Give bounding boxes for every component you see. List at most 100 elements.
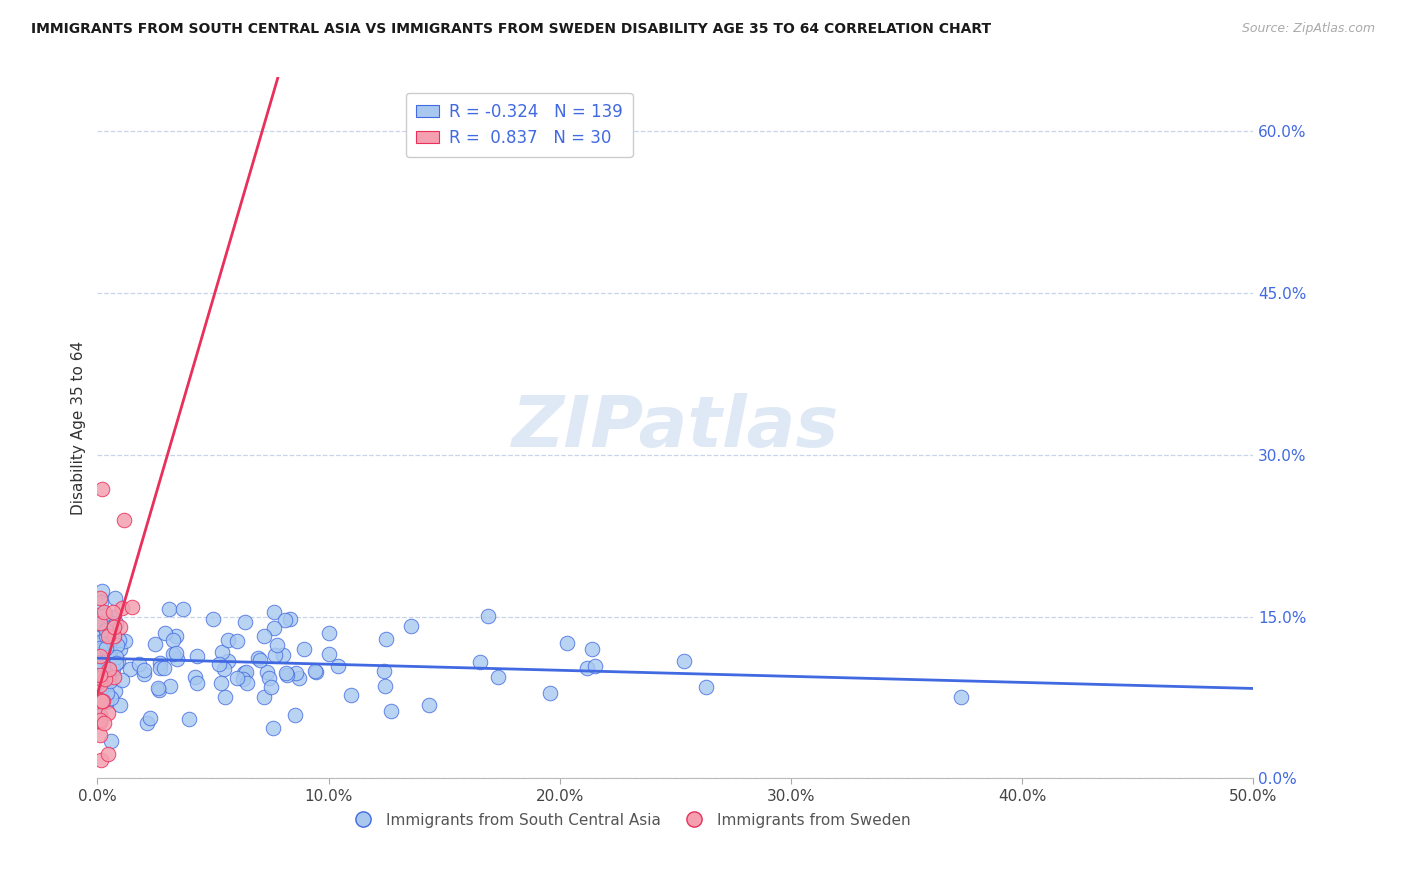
Point: [263, 605, 285, 619]
Point: [233, 615, 256, 629]
Point: [89, 647, 111, 661]
Point: [139, 711, 162, 725]
Point: [233, 666, 256, 681]
Point: [253, 629, 276, 643]
Point: [104, 684, 127, 698]
Point: [103, 620, 125, 634]
Point: [132, 663, 155, 677]
Point: [89, 649, 111, 664]
Point: [266, 638, 288, 652]
Legend: Immigrants from South Central Asia, Immigrants from Sweden: Immigrants from South Central Asia, Immi…: [342, 806, 917, 834]
Point: [93, 605, 115, 619]
Point: [98, 667, 121, 681]
Point: [114, 634, 136, 648]
Point: [399, 619, 422, 633]
Point: [157, 602, 180, 616]
Point: [283, 707, 305, 722]
Point: [118, 662, 141, 676]
Point: [110, 620, 132, 634]
Point: [100, 666, 122, 681]
Point: [165, 629, 187, 643]
Point: [146, 681, 169, 695]
Point: [212, 661, 235, 675]
Point: [318, 626, 340, 640]
Point: [166, 652, 188, 666]
Point: [375, 632, 398, 647]
Point: [89, 616, 111, 631]
Point: [380, 704, 402, 718]
Point: [94, 607, 117, 621]
Text: IMMIGRANTS FROM SOUTH CENTRAL ASIA VS IMMIGRANTS FROM SWEDEN DISABILITY AGE 35 T: IMMIGRANTS FROM SOUTH CENTRAL ASIA VS IM…: [31, 22, 991, 37]
Point: [159, 679, 181, 693]
Point: [217, 633, 239, 648]
Point: [186, 648, 208, 663]
Point: [91, 694, 114, 708]
Point: [89, 634, 111, 648]
Point: [103, 609, 125, 624]
Point: [263, 621, 285, 635]
Point: [89, 643, 111, 657]
Point: [292, 642, 315, 657]
Point: [94, 672, 117, 686]
Point: [104, 650, 127, 665]
Point: [153, 661, 176, 675]
Point: [695, 680, 717, 694]
Point: [575, 661, 598, 675]
Point: [94, 695, 117, 709]
Point: [89, 715, 111, 730]
Point: [98, 662, 121, 676]
Point: [90, 583, 112, 598]
Point: [581, 641, 603, 656]
Point: [89, 663, 111, 677]
Point: [101, 605, 124, 619]
Point: [278, 611, 301, 625]
Point: [418, 698, 440, 712]
Point: [555, 636, 578, 650]
Point: [538, 686, 561, 700]
Point: [97, 657, 120, 672]
Point: [232, 672, 254, 686]
Point: [253, 690, 276, 704]
Point: [101, 662, 124, 676]
Point: [90, 594, 112, 608]
Point: [172, 601, 194, 615]
Point: [97, 706, 120, 720]
Point: [486, 670, 509, 684]
Point: [128, 657, 150, 671]
Point: [202, 612, 225, 626]
Point: [97, 629, 120, 643]
Point: [108, 641, 131, 656]
Point: [271, 648, 294, 663]
Point: [107, 655, 129, 669]
Point: [211, 645, 233, 659]
Point: [91, 693, 114, 707]
Point: [468, 655, 491, 669]
Point: [89, 692, 111, 706]
Point: [149, 661, 172, 675]
Point: [121, 599, 143, 614]
Point: [177, 712, 200, 726]
Point: [94, 623, 117, 637]
Point: [103, 629, 125, 643]
Point: [247, 651, 270, 665]
Point: [214, 690, 236, 705]
Text: Source: ZipAtlas.com: Source: ZipAtlas.com: [1241, 22, 1375, 36]
Point: [217, 654, 239, 668]
Point: [249, 652, 271, 666]
Point: [274, 613, 297, 627]
Point: [91, 658, 114, 673]
Point: [111, 673, 134, 687]
Point: [260, 680, 283, 694]
Point: [673, 655, 696, 669]
Point: [91, 482, 114, 496]
Point: [256, 665, 278, 680]
Point: [162, 633, 184, 648]
Point: [90, 753, 112, 767]
Point: [235, 665, 257, 679]
Point: [103, 591, 125, 605]
Point: [143, 637, 166, 651]
Point: [276, 667, 298, 681]
Point: [257, 671, 280, 685]
Point: [148, 682, 170, 697]
Point: [89, 678, 111, 692]
